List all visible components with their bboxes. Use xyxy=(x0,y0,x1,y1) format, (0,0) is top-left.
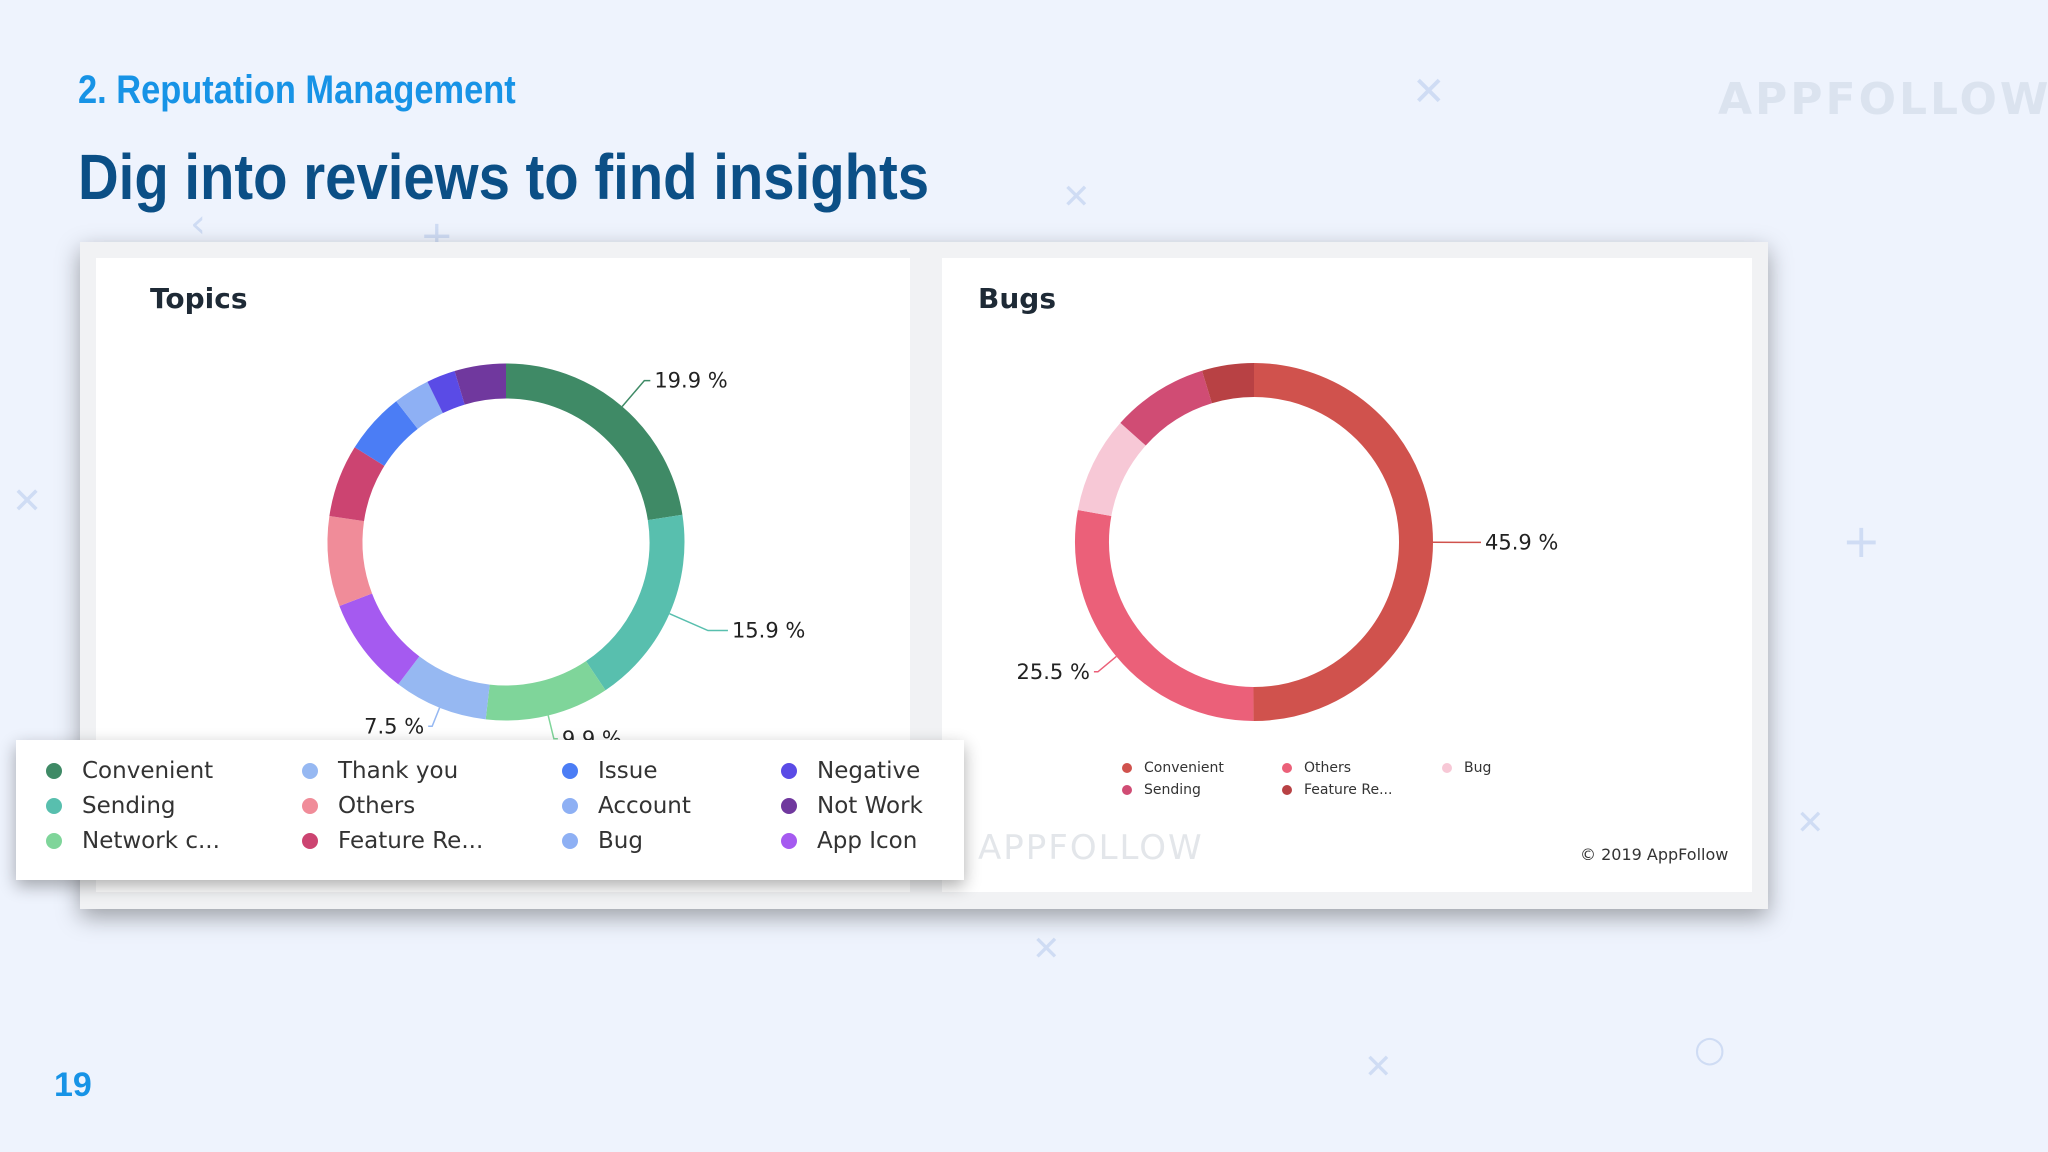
legend-item-feature-re: Feature Re... xyxy=(302,828,483,854)
legend-label: Convenient xyxy=(82,758,214,784)
topics-chart-title: Topics xyxy=(150,282,248,315)
legend-swatch xyxy=(562,798,578,814)
decor-plus-icon: + xyxy=(1842,514,1881,568)
legend-item-app-icon: App Icon xyxy=(781,828,917,854)
data-label-connector xyxy=(547,715,558,740)
data-label: 25.5 % xyxy=(1017,660,1090,684)
legend-swatch xyxy=(302,763,318,779)
legend-label: Thank you xyxy=(338,758,459,784)
donut-segment-feature-re- xyxy=(1202,363,1255,404)
data-label-connector xyxy=(1093,655,1117,673)
legend-label: Convenient xyxy=(1144,760,1224,776)
legend-item-convenient: Convenient xyxy=(46,758,213,784)
brand-logo: APPFOLLOW xyxy=(1718,74,2048,125)
data-label: 15.9 % xyxy=(732,619,805,643)
legend-label: Bug xyxy=(598,828,643,854)
donut-segment-convenient xyxy=(1253,363,1433,721)
watermark: APPFOLLOW xyxy=(978,828,1204,868)
legend-swatch xyxy=(1282,785,1292,795)
decor-circle-icon: ○ xyxy=(1694,1029,1726,1070)
donut-segment-not-work xyxy=(454,363,507,405)
legend-swatch xyxy=(1122,763,1132,773)
legend-label: Sending xyxy=(1144,782,1201,798)
legend-item-sending: Sending xyxy=(46,793,176,819)
data-label-connector xyxy=(428,707,441,728)
bugs-panel: Bugs 45.9 % 25.5 % Convenient Sending Other… xyxy=(942,258,1752,892)
legend-swatch xyxy=(46,798,62,814)
legend-item-others: Others xyxy=(302,793,415,819)
legend-swatch xyxy=(781,763,797,779)
legend-label: Sending xyxy=(82,793,176,819)
donut-segment-sending xyxy=(1075,509,1254,721)
legend-label: Bug xyxy=(1464,760,1492,776)
legend-swatch xyxy=(562,763,578,779)
legend-item-sending: Sending xyxy=(1122,782,1201,798)
topics-legend: Convenient Sending Network c... Thank you Ot… xyxy=(16,740,964,880)
legend-swatch xyxy=(1122,785,1132,795)
legend-item-feature-re: Feature Re... xyxy=(1282,782,1392,798)
legend-label: Others xyxy=(1304,760,1352,776)
legend-swatch xyxy=(562,833,578,849)
page-title: Dig into reviews to find insights xyxy=(78,141,930,213)
legend-item-convenient: Convenient xyxy=(1122,760,1224,776)
donut-segment-issue xyxy=(354,401,419,467)
legend-item-others: Others xyxy=(1282,760,1351,776)
legend-label: Feature Re... xyxy=(338,828,484,854)
donut-segment-others xyxy=(327,516,373,607)
copyright: © 2019 AppFollow xyxy=(1580,845,1729,864)
page-number: 19 xyxy=(54,1066,92,1104)
legend-swatch xyxy=(46,763,62,779)
legend-swatch xyxy=(781,833,797,849)
decor-x-icon: ✕ xyxy=(1412,69,1446,115)
legend-label: Network c... xyxy=(82,828,220,854)
donut-segment-feature-re- xyxy=(329,447,385,522)
legend-swatch xyxy=(1282,763,1292,773)
data-label-connector xyxy=(621,379,651,407)
data-label: 19.9 % xyxy=(654,369,727,393)
data-label-connector xyxy=(669,612,728,632)
decor-x-icon: ✕ xyxy=(1032,929,1061,969)
decor-x-icon: ✕ xyxy=(1062,177,1091,217)
legend-item-not-work: Not Work xyxy=(781,793,923,819)
donut-segment-app-icon xyxy=(339,593,420,685)
legend-item-bug: Bug xyxy=(1442,760,1491,776)
topics-donut-chart: 19.9 %15.9 %9.9 %7.5 % xyxy=(327,363,805,751)
decor-x-icon: ✕ xyxy=(12,481,43,522)
legend-label: Negative xyxy=(817,758,921,784)
legend-swatch xyxy=(1442,763,1452,773)
legend-label: App Icon xyxy=(817,828,918,854)
legend-swatch xyxy=(46,833,62,849)
data-label: 7.5 % xyxy=(364,714,424,738)
data-label: 45.9 % xyxy=(1485,530,1558,554)
section-title: 2. Reputation Management xyxy=(78,68,516,112)
legend-label: Issue xyxy=(598,758,658,784)
decor-chevron-icon: ‹ xyxy=(190,201,206,247)
decor-x-icon: ✕ xyxy=(1364,1047,1393,1087)
legend-swatch xyxy=(302,833,318,849)
donut-segment-thank-you xyxy=(398,656,491,720)
donut-segment-network-c- xyxy=(485,660,606,721)
legend-label: Feature Re... xyxy=(1304,782,1393,798)
bugs-chart-title: Bugs xyxy=(978,282,1056,315)
donut-segment-others xyxy=(1120,370,1213,446)
legend-item-network-c: Network c... xyxy=(46,828,220,854)
legend-label: Not Work xyxy=(817,793,923,819)
legend-swatch xyxy=(302,798,318,814)
donut-segment-sending xyxy=(585,514,685,691)
legend-item-thank-you: Thank you xyxy=(302,758,458,784)
legend-item-issue: Issue xyxy=(562,758,657,784)
bugs-donut-chart: 45.9 % 25.5 % xyxy=(1017,363,1558,721)
donut-segment-convenient xyxy=(505,363,683,521)
legend-swatch xyxy=(781,798,797,814)
donut-segment-account xyxy=(396,381,444,430)
donut-segment-negative xyxy=(427,371,465,414)
legend-label: Account xyxy=(598,793,691,819)
legend-item-bug: Bug xyxy=(562,828,643,854)
donut-segment-bug xyxy=(1077,422,1147,517)
legend-label: Others xyxy=(338,793,416,819)
legend-item-negative: Negative xyxy=(781,758,920,784)
legend-item-account: Account xyxy=(562,793,691,819)
decor-x-icon: ✕ xyxy=(1796,803,1825,843)
